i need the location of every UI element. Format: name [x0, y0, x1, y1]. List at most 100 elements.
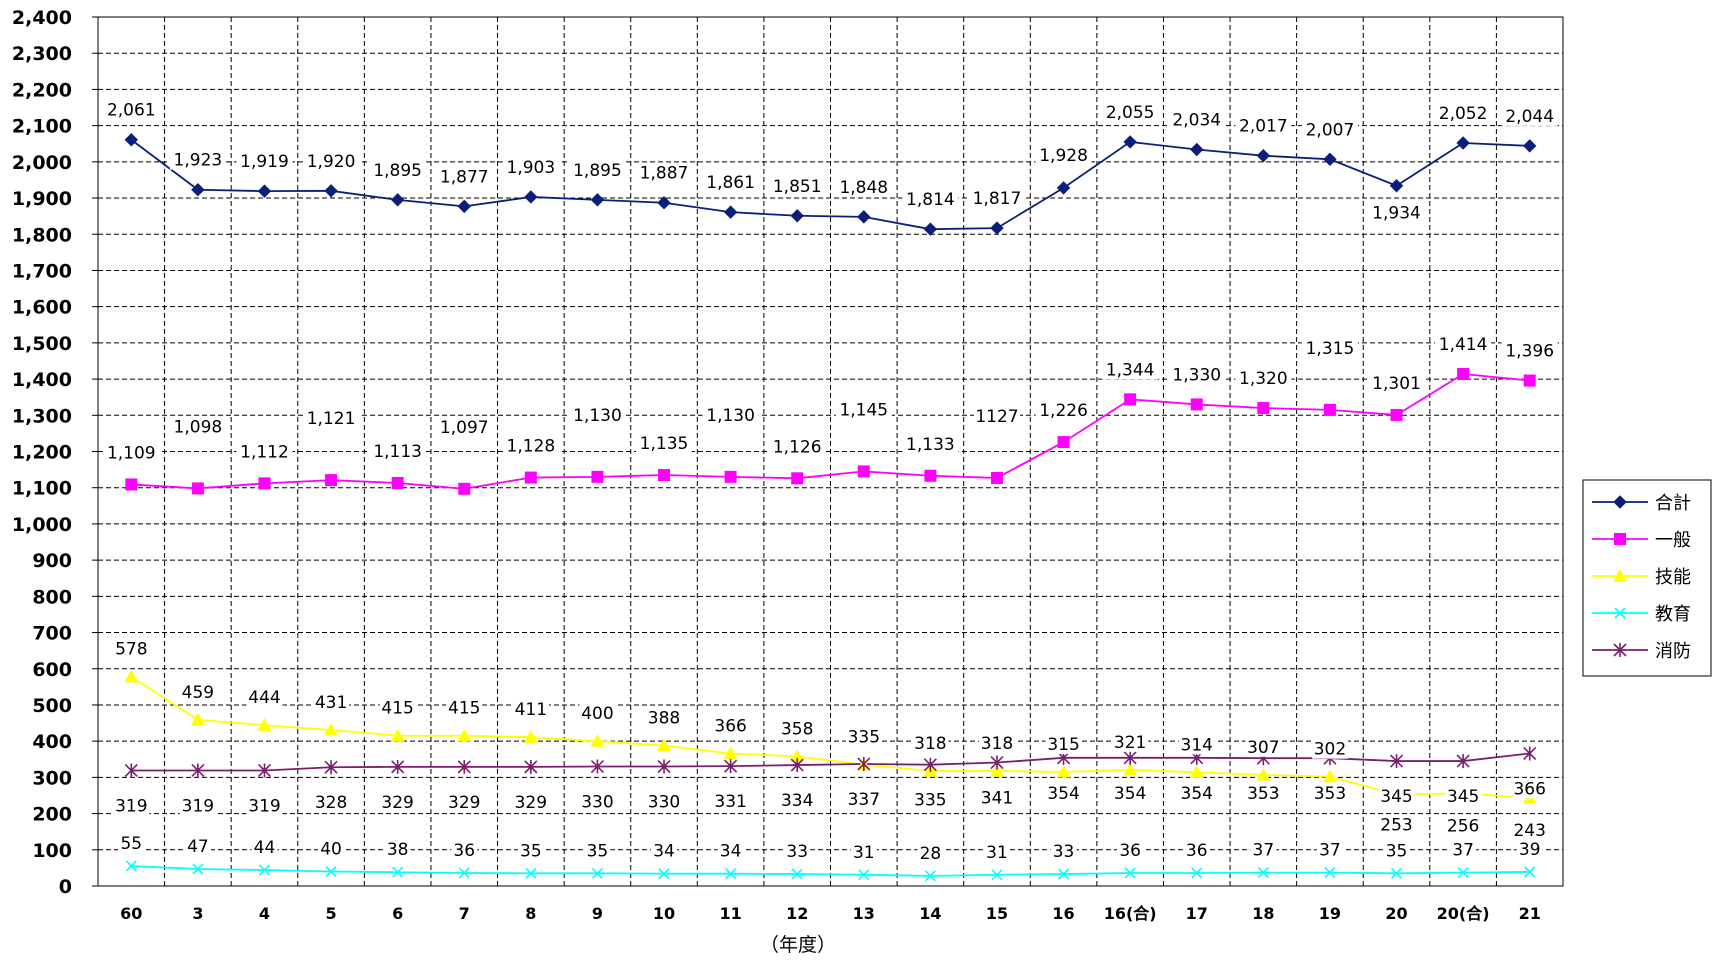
data-point-marker	[1190, 398, 1203, 411]
data-point-marker	[658, 469, 671, 482]
data-point-marker	[524, 471, 537, 484]
data-label-background	[1501, 105, 1558, 126]
y-tick-label: 1,000	[12, 514, 72, 536]
data-label: 431	[315, 693, 347, 713]
data-point-marker	[657, 759, 671, 774]
data-label-background	[902, 189, 959, 210]
legend-label: 合計	[1655, 493, 1691, 514]
x-tick-label: 13	[853, 904, 875, 923]
x-tick-label: 5	[325, 904, 336, 923]
data-point-marker	[1613, 569, 1627, 582]
data-label-background	[1102, 101, 1159, 122]
data-label-background	[113, 795, 150, 816]
data-label: 1,098	[174, 417, 223, 437]
data-label-background	[1168, 109, 1225, 130]
data-label-background	[835, 399, 892, 420]
series-line-3	[131, 865, 1530, 877]
data-label-background	[845, 788, 882, 809]
data-label: 2,052	[1439, 104, 1488, 124]
x-tick-label: 16	[1052, 904, 1074, 923]
data-label-background	[850, 841, 877, 862]
data-label: 1,112	[240, 442, 289, 462]
y-tick-label: 1,400	[12, 369, 72, 391]
data-label: 1,396	[1505, 342, 1554, 362]
data-label: 1,109	[107, 443, 156, 463]
data-labels: 2,061 1,923 1,919 1,920 1,895 1,877 1,903 1,895…	[103, 99, 1558, 864]
data-point-marker	[525, 867, 537, 879]
x-tick-label: 14	[919, 904, 941, 923]
data-label-background	[1378, 786, 1415, 807]
y-tick-label: 900	[32, 550, 72, 572]
data-label-background	[517, 840, 544, 861]
data-label-background	[646, 707, 683, 728]
data-label-background	[103, 442, 160, 463]
data-label-background	[1311, 783, 1348, 804]
data-point-marker	[257, 718, 272, 731]
data-label: 35	[520, 841, 542, 861]
data-point-marker	[257, 763, 272, 778]
data-label: 1,133	[906, 435, 955, 455]
data-label: 1,851	[773, 177, 822, 197]
data-label-background	[446, 791, 483, 812]
data-label: 1127	[975, 407, 1018, 427]
data-point-marker	[590, 193, 605, 207]
data-point-marker	[1389, 754, 1404, 769]
data-label-background	[845, 726, 882, 747]
data-label: 319	[182, 796, 214, 816]
data-label-background	[169, 149, 226, 170]
data-label: 302	[1314, 740, 1346, 760]
legend-label: 一般	[1655, 530, 1691, 551]
data-label-background	[113, 638, 150, 659]
data-label-background	[784, 841, 811, 862]
legend-label: 教育	[1655, 604, 1691, 625]
data-label: 28	[920, 844, 942, 864]
data-label: 335	[914, 791, 946, 811]
x-tick-label: 17	[1186, 904, 1208, 923]
data-label: 1,330	[1172, 365, 1221, 385]
data-label: 35	[587, 841, 609, 861]
data-label: 33	[1053, 842, 1075, 862]
data-label: 31	[853, 843, 875, 863]
data-point-marker	[1056, 764, 1071, 778]
data-label-background	[1368, 372, 1425, 393]
data-label: 34	[653, 842, 675, 862]
data-point-marker	[390, 193, 405, 207]
data-point-marker	[325, 865, 337, 878]
data-label: 33	[786, 842, 808, 862]
data-label: 1,895	[373, 161, 422, 181]
data-label-background	[502, 156, 559, 177]
data-label: 2,017	[1239, 117, 1288, 137]
data-label-background	[246, 687, 283, 708]
data-point-marker	[1123, 762, 1138, 776]
data-label-background	[1035, 400, 1092, 421]
data-label-background	[651, 840, 678, 861]
data-point-marker	[325, 474, 338, 487]
data-point-marker	[1456, 754, 1470, 769]
data-label: 331	[714, 792, 746, 812]
data-point-marker	[657, 196, 671, 210]
data-label: 415	[381, 699, 413, 719]
x-axis-title: （年度）	[760, 934, 836, 956]
y-tick-label: 700	[32, 623, 72, 645]
data-point-marker	[1614, 533, 1626, 545]
data-point-marker	[1457, 368, 1470, 381]
data-label-background	[636, 433, 693, 454]
data-label: 2,034	[1172, 111, 1221, 131]
x-tick-label: 7	[459, 904, 470, 923]
data-label: 578	[115, 640, 147, 660]
x-tick-label: 16(合)	[1104, 904, 1157, 923]
data-label: 315	[1047, 735, 1079, 755]
data-point-marker	[1457, 867, 1469, 879]
data-label-background	[769, 175, 826, 196]
data-label-background	[1511, 820, 1548, 841]
data-point-marker	[1257, 402, 1270, 415]
data-point-marker	[457, 199, 471, 214]
y-tick-label: 2,000	[12, 152, 72, 174]
data-point-marker	[125, 860, 137, 872]
data-label: 2,061	[107, 101, 156, 121]
data-label-background	[451, 839, 478, 860]
data-label-background	[835, 176, 892, 197]
series-line-1	[131, 373, 1530, 490]
data-label: 307	[1247, 738, 1279, 758]
data-point-marker	[790, 758, 804, 773]
